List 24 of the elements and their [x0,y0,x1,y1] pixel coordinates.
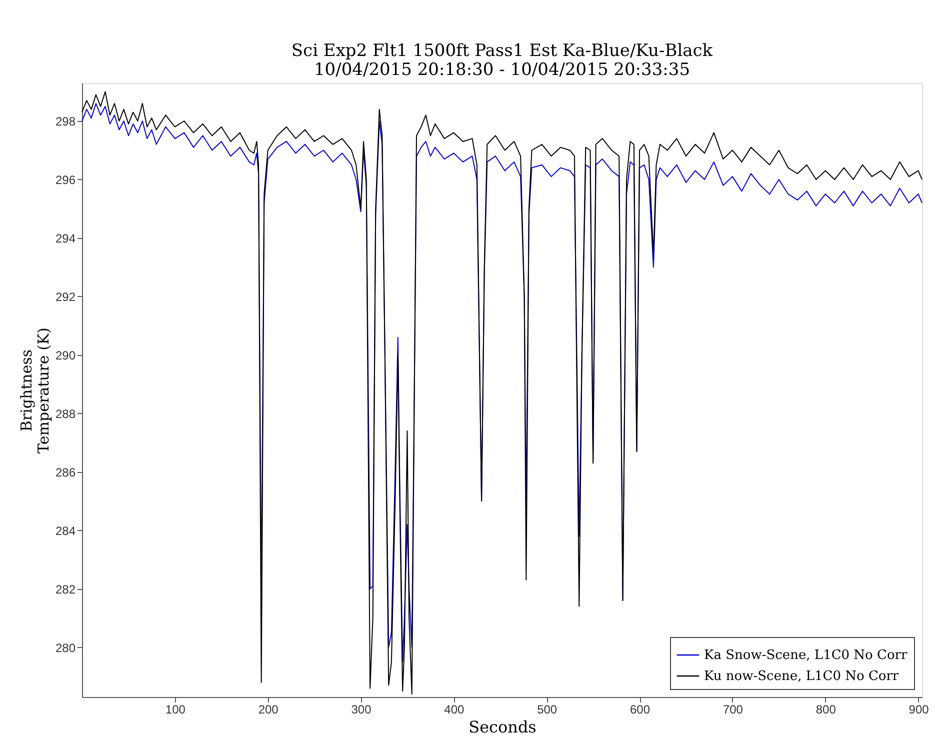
y-tick-label: 294 [55,231,76,246]
legend-label: Ka Snow-Scene, L1C0 No Corr [704,648,908,663]
y-tick-label: 290 [55,348,76,362]
x-tick-label: 800 [816,702,836,716]
legend-label: Ku now-Scene, L1C0 No Corr [704,669,900,684]
y-tick-label: 288 [55,406,76,421]
x-tick-label: 700 [722,702,744,716]
x-tick-label: 400 [444,702,465,716]
y-tick-label: 292 [55,290,76,304]
x-tick-label: 100 [165,702,186,716]
x-tick-label: 500 [537,702,558,716]
y-tick-label: 282 [55,582,76,596]
x-tick-label: 200 [258,702,279,716]
y-tick-label: 286 [55,465,76,480]
y-axis-title: Brightness Temperature (K) [17,328,52,454]
y-tick-label: 284 [55,524,76,538]
x-tick-label: 300 [351,702,372,716]
x-tick-label: 600 [630,702,650,716]
y-tick-label: 298 [55,114,76,129]
chart-title: Sci Exp2 Flt1 1500ft Pass1 Est Ka-Blue/Ku-Black 10/04/2015 20:18:30 - 10/04/2015 20:33:35 [291,41,714,80]
y-tick-label: 280 [55,640,76,655]
x-axis-title: Seconds [468,718,536,736]
y-tick-label: 296 [55,172,76,187]
x-tick-label: 900 [908,702,930,716]
